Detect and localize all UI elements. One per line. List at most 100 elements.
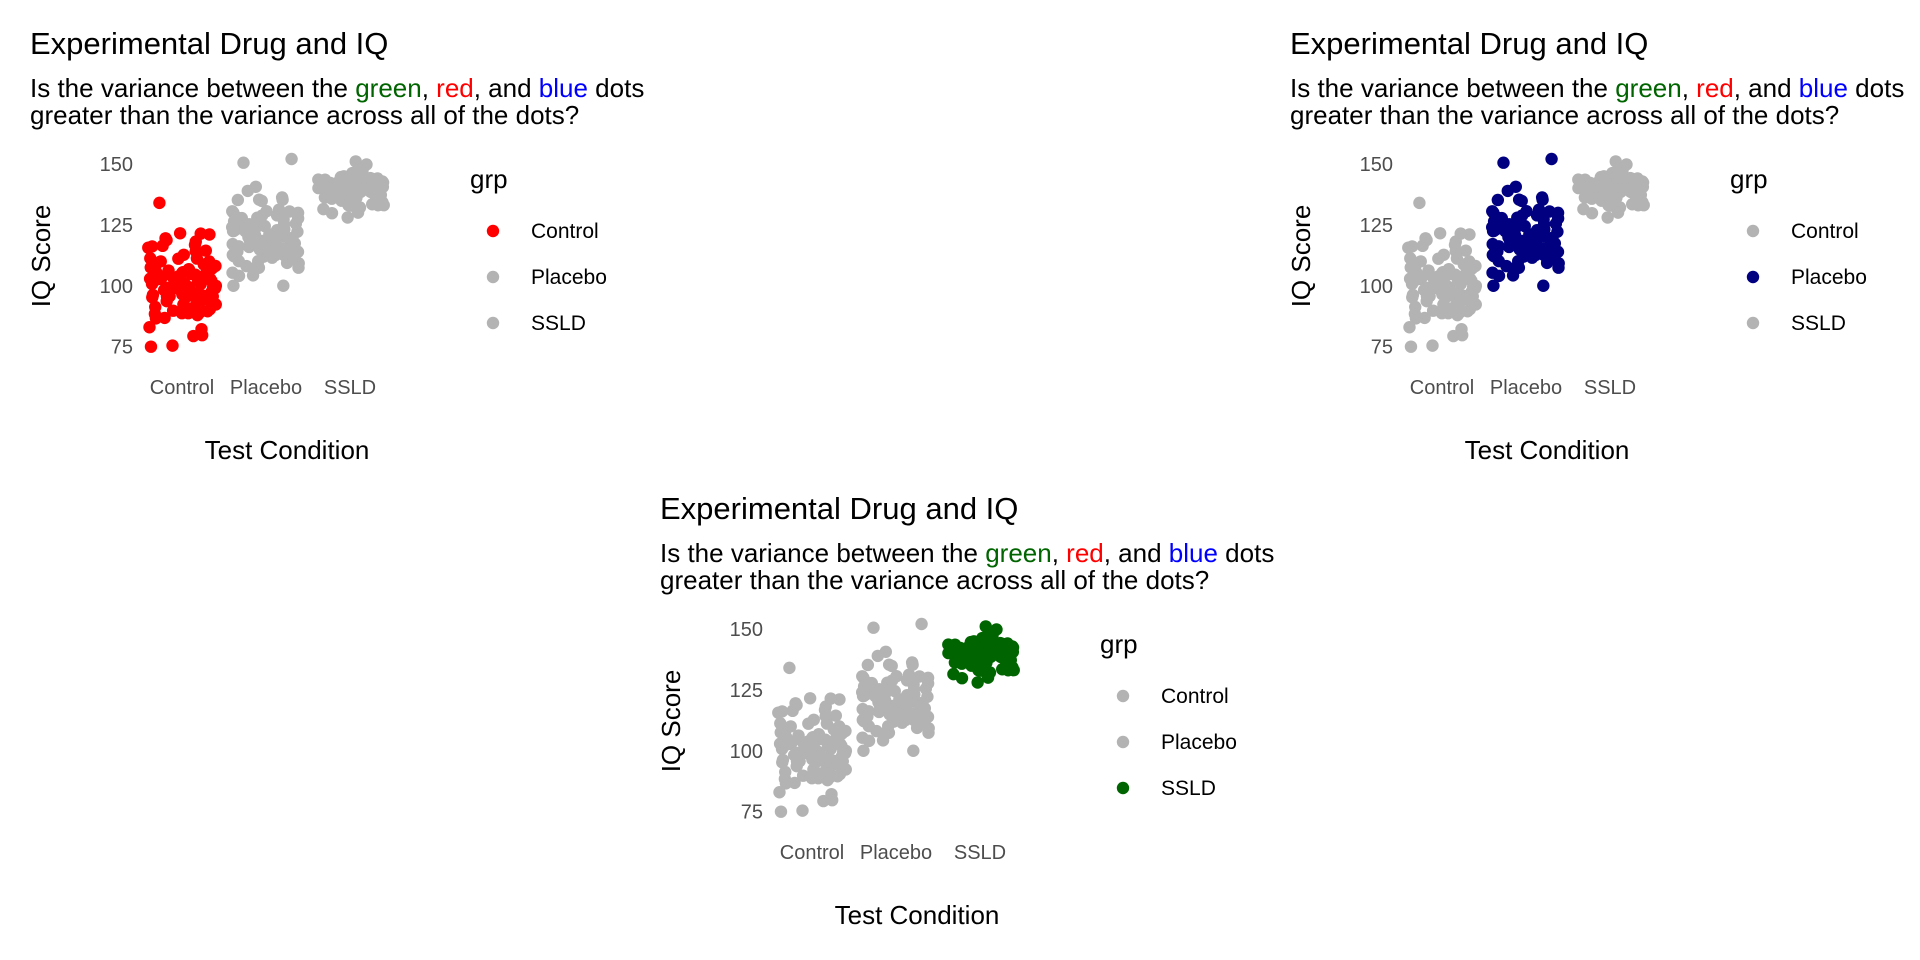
data-point [143, 321, 156, 334]
x-tick-label: SSLD [1584, 377, 1636, 399]
data-point [862, 719, 875, 733]
data-point [943, 645, 956, 658]
data-point [252, 261, 266, 274]
data-point [197, 258, 210, 271]
data-point [1503, 218, 1516, 231]
data-point [1414, 255, 1427, 268]
data-point [776, 756, 789, 769]
data-point [873, 683, 886, 696]
data-point [921, 671, 935, 685]
legend-key [486, 316, 500, 330]
data-point [1433, 227, 1447, 240]
data-point [1455, 328, 1469, 342]
data-point [243, 218, 256, 231]
data-point [827, 723, 840, 736]
data-point [166, 339, 179, 352]
series-placebo [1485, 152, 1565, 292]
data-point [774, 805, 788, 818]
subtitle-part: , [422, 73, 436, 103]
data-point [1422, 281, 1435, 294]
data-point [965, 645, 979, 658]
legend-label: SSLD [1791, 312, 1846, 335]
data-point [335, 180, 349, 193]
data-point [1465, 274, 1478, 288]
legend-key [1116, 689, 1130, 703]
data-point [1492, 269, 1506, 283]
data-point [188, 238, 202, 252]
data-point [149, 265, 163, 279]
data-point [806, 731, 819, 745]
data-point [1453, 276, 1467, 289]
chart-subtitle-line1: Is the variance between the green, red, … [660, 538, 1274, 568]
data-point [918, 702, 932, 715]
data-point [1463, 303, 1477, 316]
data-point [173, 227, 187, 240]
data-point [1436, 288, 1449, 301]
data-point [1420, 233, 1433, 247]
data-point [195, 328, 209, 342]
data-point [784, 720, 797, 733]
data-point [1454, 227, 1467, 240]
data-point [226, 224, 240, 238]
data-point [1409, 312, 1423, 325]
chart-subtitle-line2: greater than the variance across all of … [1290, 100, 1839, 130]
data-point [1404, 252, 1417, 265]
legend-title: grp [1730, 164, 1768, 194]
subtitle-green-word: green [355, 73, 422, 103]
data-point [887, 706, 901, 719]
data-point [231, 193, 245, 207]
data-point [971, 676, 984, 689]
data-point [193, 276, 207, 289]
data-point [247, 230, 261, 243]
plot-area: 75 100 125 150 IQ Score Control Placebo SSLD Tes… [656, 617, 1237, 930]
data-point [792, 746, 805, 759]
data-point [1507, 230, 1521, 243]
y-tick-label: 100 [1360, 276, 1393, 298]
data-point [1630, 192, 1643, 205]
data-point [1601, 211, 1614, 224]
data-point [1548, 237, 1562, 250]
subtitle-green-word: green [985, 538, 1052, 568]
y-axis-label: IQ Score [656, 670, 686, 773]
data-point [1595, 180, 1609, 193]
data-point [232, 269, 246, 283]
x-tick-label: Control [780, 842, 844, 864]
data-point [237, 156, 250, 169]
legend-label: Placebo [1791, 266, 1867, 289]
data-point [144, 252, 157, 265]
data-point [334, 192, 347, 205]
legend-label: Placebo [1161, 731, 1237, 754]
data-point [779, 777, 793, 790]
data-point [1457, 258, 1470, 271]
data-point [255, 194, 268, 208]
data-point [176, 266, 189, 280]
data-point [317, 202, 330, 216]
data-point [1492, 254, 1505, 268]
series-control [772, 661, 853, 818]
legend-key [486, 270, 500, 284]
series-ssld [312, 155, 390, 224]
x-tick-label: Placebo [1490, 377, 1562, 399]
data-point [232, 240, 245, 253]
data-point [792, 729, 805, 742]
data-point [1448, 238, 1462, 252]
data-point [861, 658, 875, 672]
chart-subtitle-line1: Is the variance between the green, red, … [30, 73, 644, 103]
subtitle-red-word: red [1696, 73, 1734, 103]
data-point [1501, 184, 1514, 198]
data-point [947, 667, 960, 681]
x-tick-label: Control [150, 377, 214, 399]
data-point [1487, 279, 1500, 292]
y-tick-label: 100 [100, 276, 133, 298]
data-point [1404, 340, 1418, 353]
x-tick-label: Placebo [860, 842, 932, 864]
data-point [1520, 205, 1533, 218]
data-point [146, 291, 159, 304]
data-point [862, 734, 876, 748]
x-axis-label: Test Condition [1465, 435, 1630, 465]
data-point [1577, 202, 1590, 216]
data-point [1409, 300, 1422, 314]
data-point [1631, 182, 1645, 196]
data-point [857, 680, 871, 693]
data-point [833, 768, 847, 781]
